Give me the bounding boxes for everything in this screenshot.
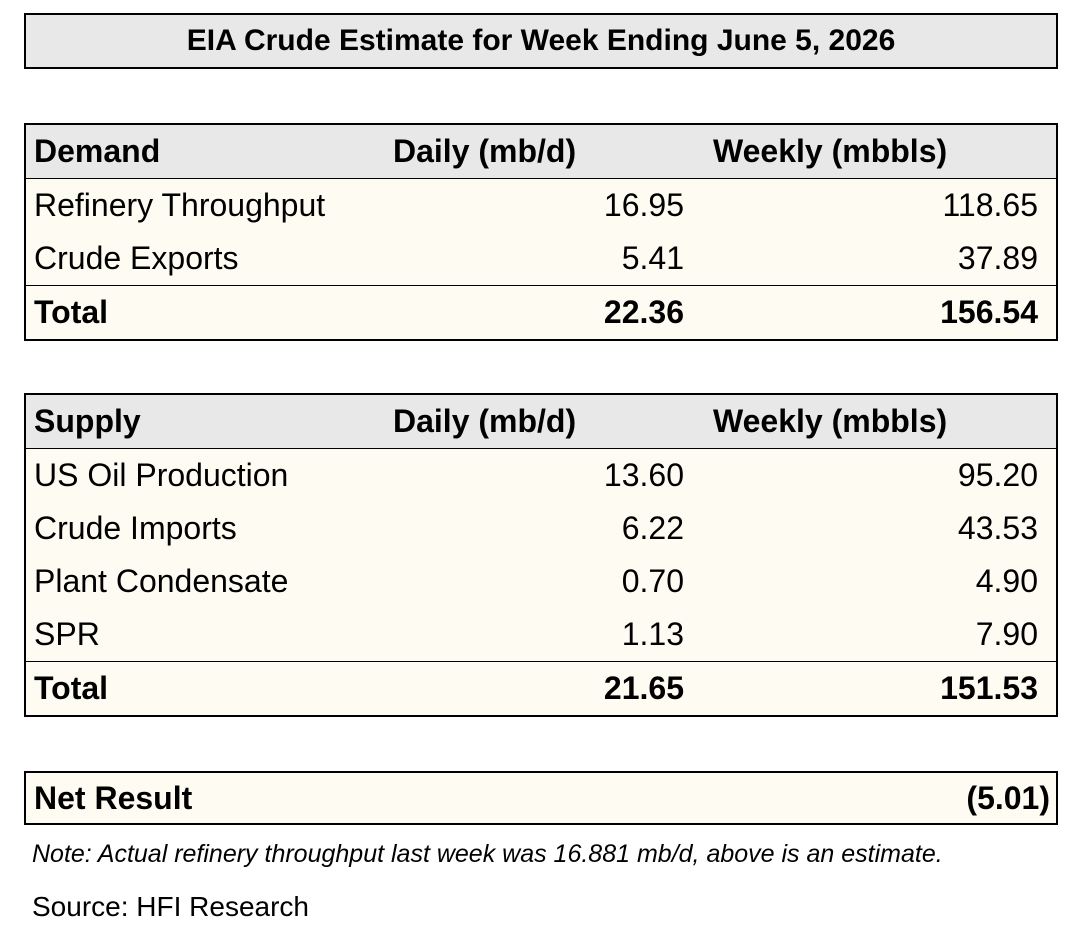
supply-header-daily: Daily (mb/d) bbox=[393, 403, 577, 439]
row-daily-value: 13.60 bbox=[603, 457, 684, 493]
total-weekly-value: 151.53 bbox=[940, 670, 1038, 706]
demand-total-row: Total 22.36 156.54 bbox=[26, 285, 1056, 339]
row-daily-value: 5.41 bbox=[621, 240, 684, 276]
row-daily-value: 1.13 bbox=[621, 616, 684, 652]
row-weekly-value: 95.20 bbox=[957, 457, 1038, 493]
table-row: Crude Exports 5.41 37.89 bbox=[26, 232, 1056, 285]
supply-table: Supply Daily (mb/d) Weekly (mbbls) US Oi… bbox=[24, 393, 1058, 717]
row-weekly-value: 4.90 bbox=[975, 563, 1038, 599]
row-weekly-value: 37.89 bbox=[957, 240, 1038, 276]
supply-header-weekly: Weekly (mbbls) bbox=[713, 403, 948, 439]
demand-header-daily: Daily (mb/d) bbox=[393, 133, 577, 169]
row-weekly-value: 7.90 bbox=[975, 616, 1038, 652]
demand-header-row: Demand Daily (mb/d) Weekly (mbbls) bbox=[26, 125, 1056, 179]
total-weekly-value: 156.54 bbox=[940, 294, 1038, 330]
table-row: Plant Condensate 0.70 4.90 bbox=[26, 555, 1056, 608]
demand-table: Demand Daily (mb/d) Weekly (mbbls) Refin… bbox=[24, 123, 1058, 341]
demand-header-label: Demand bbox=[34, 133, 161, 169]
table-row: Refinery Throughput 16.95 118.65 bbox=[26, 179, 1056, 232]
net-result-label: Net Result bbox=[34, 779, 193, 816]
total-daily-value: 22.36 bbox=[603, 294, 684, 330]
row-weekly-value: 43.53 bbox=[957, 510, 1038, 546]
source-credit: Source: HFI Research bbox=[32, 891, 309, 922]
row-label: US Oil Production bbox=[34, 457, 289, 493]
table-row: US Oil Production 13.60 95.20 bbox=[26, 449, 1056, 502]
table-row: SPR 1.13 7.90 bbox=[26, 608, 1056, 661]
supply-total-row: Total 21.65 151.53 bbox=[26, 661, 1056, 715]
table-row: Crude Imports 6.22 43.53 bbox=[26, 502, 1056, 555]
page-title: EIA Crude Estimate for Week Ending June … bbox=[24, 13, 1058, 69]
row-daily-value: 0.70 bbox=[621, 563, 684, 599]
supply-header-label: Supply bbox=[34, 403, 141, 439]
row-daily-value: 6.22 bbox=[621, 510, 684, 546]
net-result-row: Net Result (5.01) bbox=[24, 771, 1058, 825]
demand-header-weekly: Weekly (mbbls) bbox=[713, 133, 948, 169]
supply-header-row: Supply Daily (mb/d) Weekly (mbbls) bbox=[26, 395, 1056, 449]
row-label: SPR bbox=[34, 616, 100, 652]
net-result-value: (5.01) bbox=[966, 779, 1050, 816]
row-label: Crude Imports bbox=[34, 510, 237, 546]
total-daily-value: 21.65 bbox=[603, 670, 684, 706]
row-label: Refinery Throughput bbox=[34, 187, 326, 223]
row-weekly-value: 118.65 bbox=[942, 187, 1039, 223]
row-daily-value: 16.95 bbox=[603, 187, 684, 223]
row-label: Plant Condensate bbox=[34, 563, 289, 599]
total-label: Total bbox=[34, 670, 109, 706]
footnote: Note: Actual refinery throughput last we… bbox=[32, 840, 943, 868]
row-label: Crude Exports bbox=[34, 240, 239, 276]
total-label: Total bbox=[34, 294, 109, 330]
